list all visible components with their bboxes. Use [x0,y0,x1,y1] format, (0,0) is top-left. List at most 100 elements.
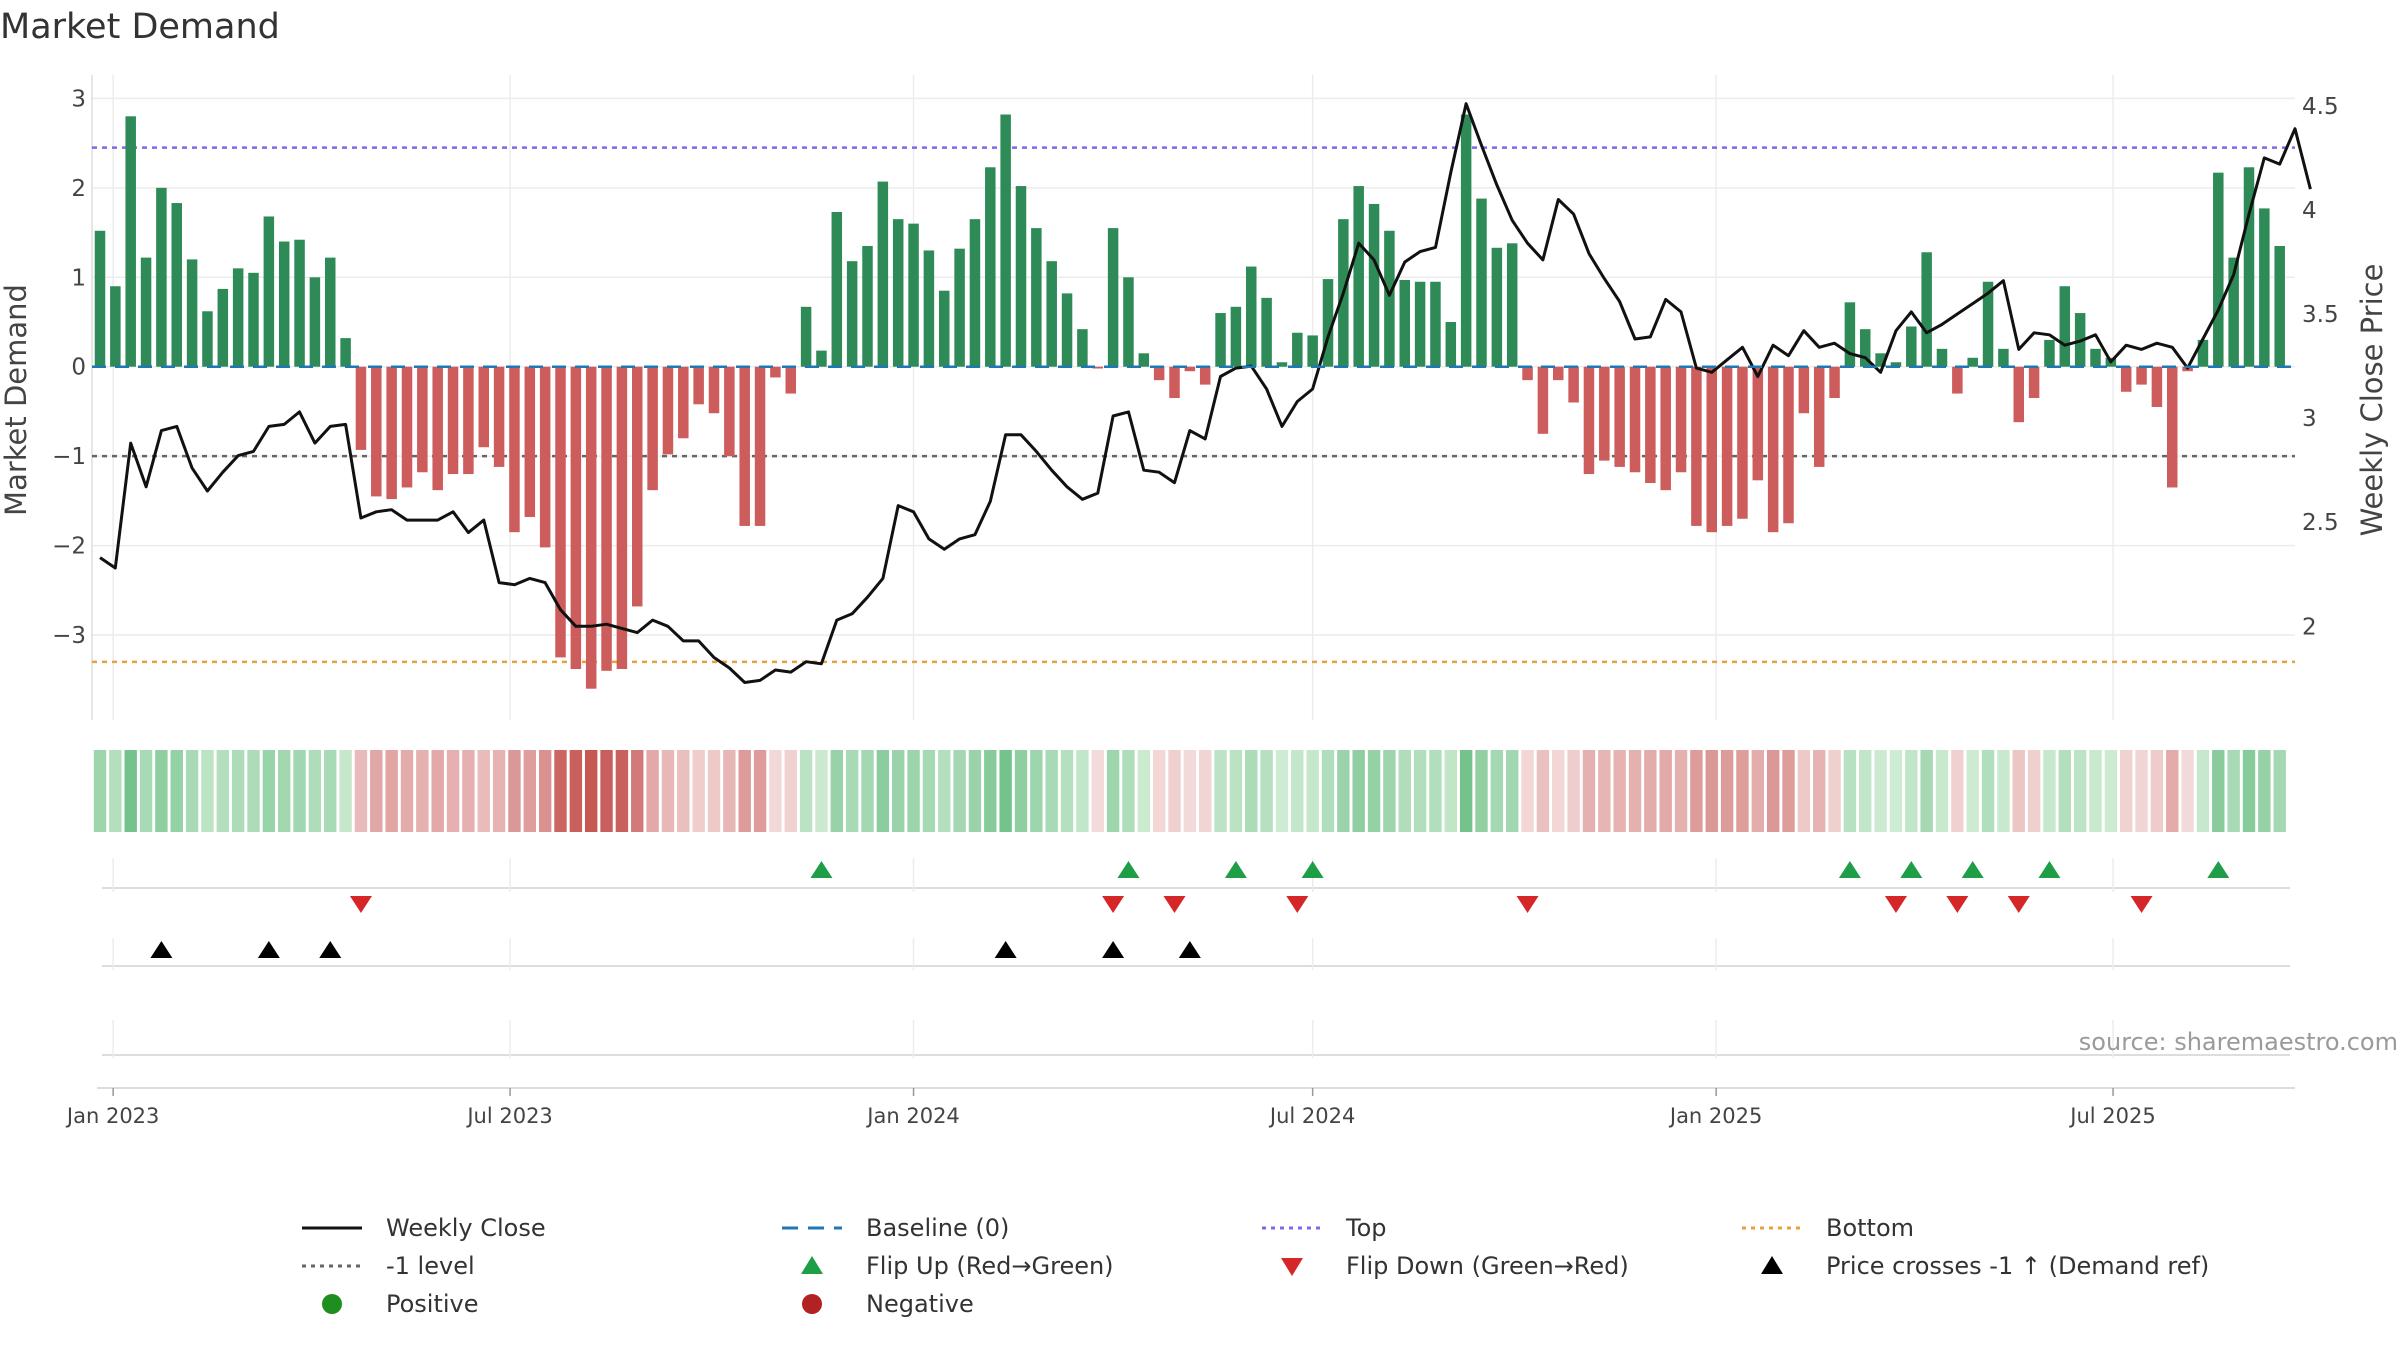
demand-bar [678,366,689,439]
demand-bar [110,286,121,367]
legend-negative[interactable]: Negative [780,1286,974,1322]
heat-cell [1076,750,1089,832]
demand-bar [524,366,536,517]
right-tick-label: 2 [2302,614,2317,640]
price-cross-marker [150,941,173,958]
heat-cell [262,750,276,832]
demand-bar [509,366,520,533]
heat-cell [1122,750,1135,832]
heat-cell [124,750,137,832]
demand-bar [1046,261,1057,367]
heat-cell [677,750,690,832]
legend-price-cross[interactable]: Price crosses -1 ↑ (Demand ref) [1740,1248,2209,1284]
legend-bottom[interactable]: Bottom [1740,1210,1914,1246]
demand-bar [1553,366,1564,381]
flip-up-marker [1961,861,1984,878]
flip-down-marker [2130,896,2153,913]
legend-flip-up[interactable]: Flip Up (Red→Green) [780,1248,1114,1284]
demand-bar [770,366,781,378]
legend-label: Baseline (0) [866,1214,1010,1242]
demand-bar [908,223,919,367]
heat-cell [1383,750,1396,832]
demand-bar [939,290,950,367]
demand-bar [156,187,167,367]
x-tick-label: Jan 2025 [1668,1104,1763,1128]
heat-cell [1843,750,1857,832]
heat-cell [1536,750,1550,832]
x-tick-label: Jul 2023 [465,1104,552,1128]
heat-cell [1644,750,1657,832]
flip-down-marker [1102,896,1125,913]
heat-cell [861,750,874,832]
heat-cell [953,750,966,832]
demand-bar [1153,366,1165,381]
heat-cell [1920,750,1933,832]
demand-bar [432,366,443,491]
circle-icon [802,1294,822,1314]
legend-weekly-close[interactable]: Weekly Close [300,1210,546,1246]
demand-bar [217,288,229,367]
heat-cell [1060,750,1074,832]
heat-cell [1091,750,1104,832]
demand-bar [171,203,182,367]
legend-label: -1 level [386,1252,475,1280]
heat-cell [278,750,291,832]
flip-down-marker [1163,896,1186,913]
demand-bar [1614,366,1625,467]
legend-label: Flip Down (Green→Red) [1346,1252,1629,1280]
triangle-up-icon [1761,1256,1783,1274]
demand-bar [371,366,382,497]
heat-cell [1659,750,1672,832]
heat-cell [139,750,153,832]
heat-cell [1552,750,1565,832]
demand-bar [1384,230,1395,367]
heat-cell [753,750,767,832]
demand-bar [539,366,551,548]
heat-cell [324,750,337,832]
x-tick-label: Jan 2023 [65,1104,160,1128]
heat-cell [1720,750,1734,832]
legend-top[interactable]: Top [1260,1210,1387,1246]
demand-bar [1967,357,1978,367]
left-tick-label: 1 [71,265,86,291]
demand-bar [1322,279,1334,367]
heat-cell [907,750,920,832]
heat-cell [1229,750,1243,832]
heat-cell [1582,750,1596,832]
demand-bar [1568,366,1579,403]
heat-cell [1598,750,1611,832]
legend-minus-one[interactable]: -1 level [300,1248,475,1284]
legend-baseline[interactable]: Baseline (0) [780,1210,1009,1246]
demand-bar [2059,286,2071,367]
demand-bar [478,366,489,448]
demand-bar [2167,366,2178,488]
demand-bar [1015,186,1027,367]
demand-bar [248,272,259,367]
demand-bar [232,268,244,367]
flip-down-marker [1884,896,1907,913]
heat-cell [1628,750,1642,832]
demand-bar [1952,366,1963,394]
demand-bar [2228,257,2239,367]
demand-bar [1184,366,1196,372]
x-tick-label: Jul 2025 [2068,1104,2155,1128]
demand-bar [1844,302,1856,367]
heat-cell [1337,750,1350,832]
heat-cell [1014,750,1028,832]
heat-cell [2212,750,2225,832]
demand-bar [1721,366,1733,526]
demand-bar [1077,329,1088,367]
demand-bar [816,350,827,367]
legend-flip-down[interactable]: Flip Down (Green→Red) [1260,1248,1629,1284]
heat-cell [2258,750,2271,832]
legend-positive[interactable]: Positive [300,1286,479,1322]
right-tick-label: 4.5 [2302,94,2339,120]
heat-cell [339,750,352,832]
left-tick-label: −1 [52,444,86,470]
price-cross-marker [994,941,1017,958]
demand-bar [278,241,290,367]
heat-cell [354,750,368,832]
heat-cell [2027,750,2041,832]
heat-cell [1367,750,1381,832]
demand-bar [1767,366,1779,533]
